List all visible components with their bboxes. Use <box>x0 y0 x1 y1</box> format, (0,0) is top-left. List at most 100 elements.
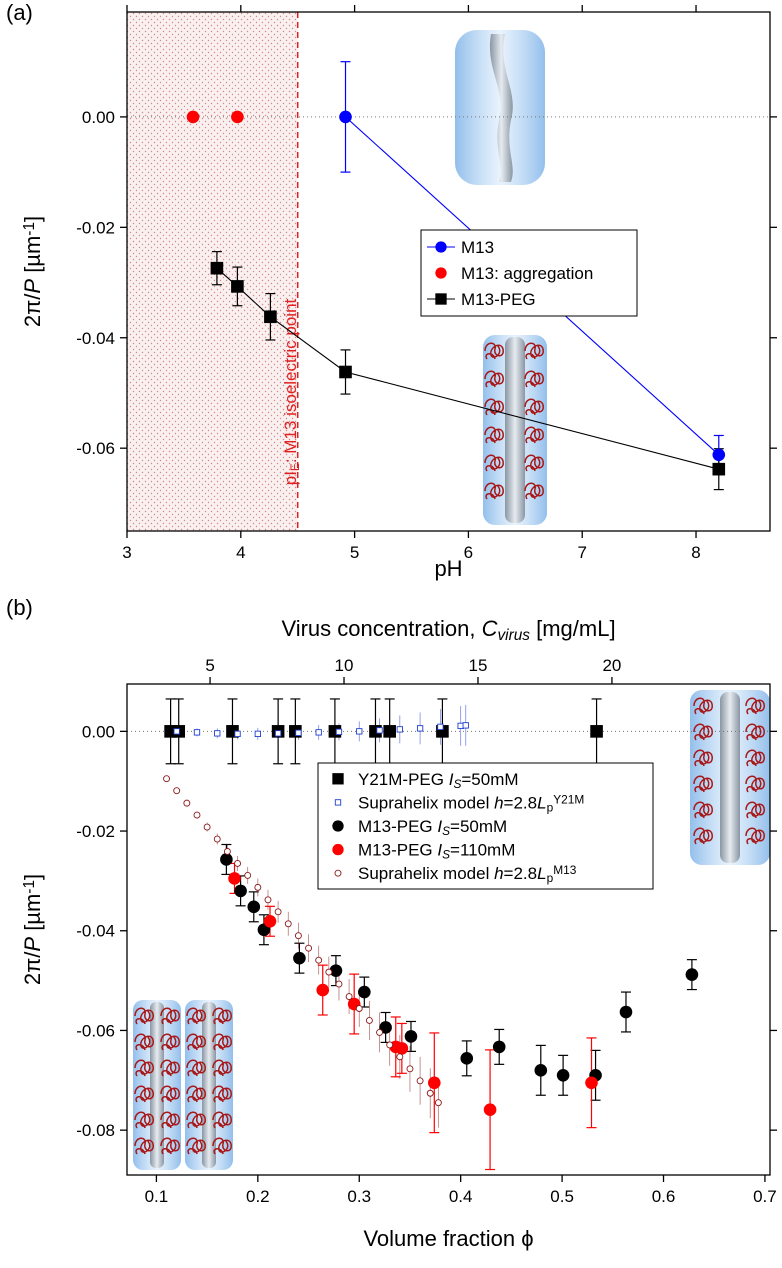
text-segment: Y21M <box>553 793 584 807</box>
marker <box>396 1053 404 1061</box>
legend-label: Suprahelix model h=2.8LpM13 <box>358 863 577 885</box>
text-segment: =50mM <box>461 770 518 789</box>
marker <box>294 932 302 940</box>
text-segment: =2.8 <box>504 864 538 883</box>
marker <box>356 728 363 735</box>
marker <box>223 848 231 855</box>
marker <box>332 843 344 856</box>
marker <box>228 872 241 885</box>
marker <box>428 1076 441 1090</box>
marker <box>210 261 224 275</box>
virus-illustration <box>455 30 545 185</box>
legend-label: M13-PEG IS=50mM <box>358 817 507 838</box>
marker <box>383 725 396 738</box>
legend-label: M13: aggregation <box>461 264 593 283</box>
y-tick-label: -0.04 <box>76 329 115 348</box>
marker <box>264 310 277 324</box>
marker <box>213 835 221 843</box>
text-segment: M13-PEG <box>358 817 437 836</box>
text-segment: =2.8 <box>504 793 538 812</box>
legend-label: Suprahelix model h=2.8LpY21M <box>358 793 584 815</box>
marker <box>163 775 171 783</box>
marker <box>339 365 352 379</box>
marker <box>305 944 312 952</box>
marker <box>339 110 352 124</box>
marker <box>334 799 342 806</box>
x-tick-label: 3 <box>122 543 131 562</box>
text-segment: ] <box>20 216 45 222</box>
marker <box>254 730 261 737</box>
marker <box>316 983 330 997</box>
marker <box>203 823 211 831</box>
marker <box>274 908 282 916</box>
text-segment: S <box>453 777 461 791</box>
text-segment: Y21M-PEG <box>358 770 449 789</box>
x2-axis-label: Virus concentration, Cvirus [mg/mL] <box>281 616 615 644</box>
virus-illustration <box>185 1000 233 1170</box>
x-tick-label: 8 <box>691 543 700 562</box>
text-segment: Volume fraction ϕ <box>363 1226 533 1251</box>
text-segment: I <box>449 770 454 789</box>
x2-tick-label: 10 <box>335 656 354 675</box>
text-segment: M13 <box>553 863 577 877</box>
marker <box>435 293 447 305</box>
chart-panel: pIE: M13 isoelectric point 0.00 -0.02 -0.04… <box>6 0 777 581</box>
marker <box>416 725 424 732</box>
marker <box>376 1028 383 1036</box>
legend-label: M13-PEG IS=110mM <box>358 841 515 862</box>
marker <box>234 860 241 867</box>
x2-tick-label: 15 <box>469 656 488 675</box>
panel-label: (b) <box>6 595 33 620</box>
x-tick-label: 4 <box>236 543 245 562</box>
marker <box>193 729 201 736</box>
marker <box>332 773 344 785</box>
text-segment: h <box>494 864 503 883</box>
x-tick-label: 0.4 <box>449 1187 473 1206</box>
marker <box>379 1021 392 1034</box>
marker <box>585 1076 598 1090</box>
y-tick-label: -0.04 <box>76 922 115 941</box>
legend-label: M13 <box>461 238 494 257</box>
marker <box>365 1017 373 1024</box>
text-segment: I <box>437 841 442 860</box>
text-segment: 2π/ <box>20 293 45 327</box>
y-tick-label: -0.06 <box>76 1021 115 1040</box>
markers <box>186 110 726 476</box>
text-segment: P <box>20 279 45 294</box>
marker <box>376 727 383 734</box>
text-segment: [mg/mL] <box>530 616 616 641</box>
plot-frame <box>126 11 771 532</box>
marker <box>263 914 277 928</box>
marker <box>220 853 233 866</box>
text-segment: h <box>494 793 503 812</box>
marker <box>435 241 447 253</box>
text-segment: S <box>442 848 450 862</box>
marker <box>183 799 191 807</box>
text-segment: -1 <box>21 880 38 894</box>
illustrations <box>133 30 770 1170</box>
marker <box>293 951 306 965</box>
marker <box>231 110 244 124</box>
x-tick-label: 0.6 <box>652 1187 676 1206</box>
x-axis-label: pH <box>434 556 462 581</box>
markers <box>163 722 699 1116</box>
marker <box>395 1042 409 1055</box>
marker <box>315 729 322 736</box>
text-segment: E <box>288 463 302 471</box>
marker <box>460 1052 474 1065</box>
text-segment: Suprahelix model <box>358 864 494 883</box>
y-tick-label: -0.02 <box>76 218 115 237</box>
plot-frame <box>126 683 771 1176</box>
marker <box>556 1069 570 1082</box>
text-segment: ] <box>20 874 45 880</box>
marker <box>274 730 282 737</box>
text-segment: =110mM <box>450 841 515 860</box>
text-segment: M13: aggregation <box>461 264 593 283</box>
legend-label: M13-PEG <box>461 290 536 309</box>
chart-panel: 0.00 -0.02 -0.04 -0.06 -0.08 0.1 0.2 0.3 0.4 0.5 0… <box>6 595 777 1251</box>
annotation: pIE: M13 isoelectric point <box>281 298 302 485</box>
text-segment: Virus concentration, <box>281 616 481 641</box>
x-tick-label: 6 <box>464 543 473 562</box>
